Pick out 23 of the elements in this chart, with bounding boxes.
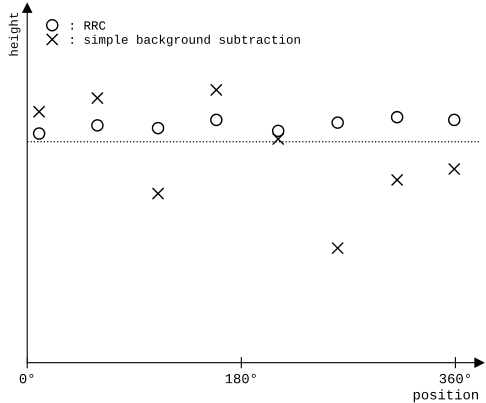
point — [390, 110, 404, 124]
point — [32, 105, 46, 118]
point — [210, 84, 223, 96]
x-tick-label: 180° — [226, 374, 256, 384]
point — [210, 114, 223, 126]
point — [390, 174, 404, 186]
point — [331, 242, 344, 254]
point — [152, 122, 164, 134]
y-axis-title: height — [8, 12, 20, 56]
point — [152, 187, 164, 200]
point — [272, 132, 284, 146]
point — [91, 92, 104, 104]
legend-label: : simple background subtraction — [71, 34, 300, 46]
point — [32, 127, 46, 140]
x-tick-label: 0° — [20, 374, 34, 384]
point — [448, 114, 460, 126]
legend-label: : RRC — [71, 21, 106, 30]
point — [91, 119, 104, 132]
x-axis-title: position — [414, 389, 478, 402]
point — [272, 124, 284, 138]
x-tick-label: 360° — [440, 374, 470, 384]
point — [331, 116, 344, 129]
point — [448, 162, 460, 176]
